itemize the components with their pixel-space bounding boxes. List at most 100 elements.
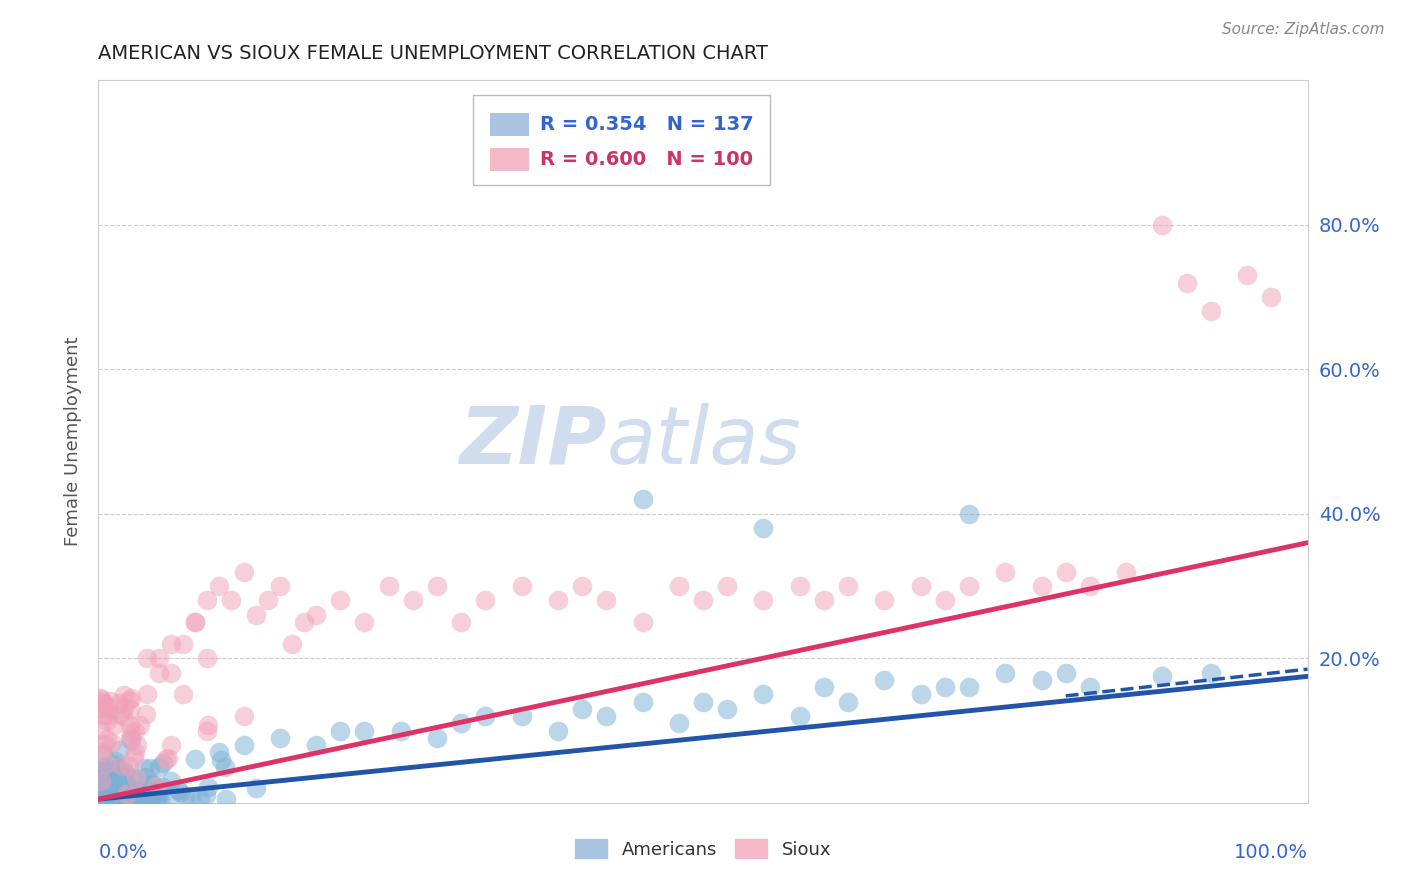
Point bbox=[174, 789, 197, 804]
Point bbox=[214, 760, 236, 774]
Point bbox=[98, 694, 121, 708]
Point bbox=[389, 723, 412, 738]
Point bbox=[1078, 680, 1101, 694]
Point bbox=[197, 718, 219, 732]
Point bbox=[89, 695, 111, 709]
Point bbox=[571, 579, 593, 593]
Text: AMERICAN VS SIOUX FEMALE UNEMPLOYMENT CORRELATION CHART: AMERICAN VS SIOUX FEMALE UNEMPLOYMENT CO… bbox=[98, 45, 769, 63]
Point bbox=[166, 783, 188, 797]
Point bbox=[752, 687, 775, 701]
Point bbox=[107, 762, 129, 776]
Point bbox=[112, 788, 135, 802]
Point bbox=[426, 731, 449, 745]
Point bbox=[135, 791, 157, 805]
Point bbox=[184, 615, 207, 630]
Point bbox=[105, 788, 128, 802]
Point bbox=[910, 687, 932, 701]
Point bbox=[595, 709, 617, 723]
Point bbox=[94, 789, 117, 804]
Point bbox=[934, 680, 956, 694]
Point bbox=[89, 784, 111, 798]
Point bbox=[145, 779, 167, 793]
Point bbox=[837, 579, 859, 593]
Point bbox=[377, 579, 399, 593]
Point bbox=[127, 738, 149, 752]
Text: 100.0%: 100.0% bbox=[1233, 843, 1308, 862]
Point bbox=[118, 717, 141, 731]
Point bbox=[329, 723, 352, 738]
Y-axis label: Female Unemployment: Female Unemployment bbox=[63, 337, 82, 546]
Point bbox=[101, 779, 124, 793]
Point bbox=[90, 794, 112, 808]
Point bbox=[98, 789, 121, 804]
Point bbox=[209, 753, 232, 767]
Point bbox=[1115, 565, 1137, 579]
Point bbox=[121, 771, 143, 785]
Point bbox=[90, 692, 112, 706]
Point bbox=[426, 579, 449, 593]
Point bbox=[100, 789, 122, 803]
Point bbox=[112, 790, 135, 805]
Point bbox=[752, 521, 775, 535]
Point bbox=[269, 579, 291, 593]
Point bbox=[232, 738, 254, 752]
Point bbox=[169, 784, 191, 798]
Point bbox=[668, 716, 690, 731]
Point bbox=[957, 507, 980, 521]
Point bbox=[115, 768, 138, 782]
Point bbox=[120, 731, 142, 745]
Point bbox=[1260, 290, 1282, 304]
Point bbox=[93, 696, 115, 710]
Point bbox=[90, 745, 112, 759]
Point bbox=[245, 781, 267, 796]
Point bbox=[281, 637, 304, 651]
Point bbox=[93, 760, 115, 774]
Point bbox=[668, 579, 690, 593]
Point bbox=[208, 745, 231, 759]
Point bbox=[94, 780, 117, 794]
Point bbox=[910, 579, 932, 593]
Point bbox=[96, 714, 118, 728]
Point bbox=[100, 783, 122, 797]
Point bbox=[94, 764, 117, 779]
Point bbox=[1152, 218, 1174, 232]
Point bbox=[121, 787, 143, 801]
Point bbox=[101, 790, 124, 805]
Point bbox=[115, 794, 138, 808]
Point bbox=[1031, 579, 1053, 593]
Point bbox=[117, 759, 139, 773]
Text: atlas: atlas bbox=[606, 402, 801, 481]
Point bbox=[214, 792, 236, 806]
Point bbox=[292, 615, 315, 630]
Point bbox=[129, 718, 152, 732]
Point bbox=[474, 709, 496, 723]
Point bbox=[1199, 304, 1222, 318]
Point bbox=[108, 762, 131, 776]
Point bbox=[100, 784, 122, 798]
Point bbox=[571, 702, 593, 716]
Point bbox=[93, 762, 115, 776]
Text: ZIP: ZIP bbox=[458, 402, 606, 481]
Point bbox=[129, 788, 152, 802]
Point bbox=[141, 778, 163, 792]
Point bbox=[125, 772, 148, 786]
Point bbox=[1031, 673, 1053, 687]
Point bbox=[631, 695, 654, 709]
Point bbox=[100, 771, 122, 785]
Point bbox=[108, 706, 131, 721]
Point bbox=[96, 732, 118, 747]
Point bbox=[195, 789, 218, 803]
Point bbox=[124, 782, 146, 797]
Point bbox=[101, 756, 124, 771]
Point bbox=[208, 579, 231, 593]
FancyBboxPatch shape bbox=[491, 148, 529, 171]
Point bbox=[232, 709, 254, 723]
Point bbox=[994, 665, 1017, 680]
Point bbox=[994, 565, 1017, 579]
Point bbox=[96, 771, 118, 785]
Point bbox=[94, 737, 117, 751]
Point bbox=[1054, 565, 1077, 579]
Point bbox=[180, 790, 202, 805]
Point bbox=[132, 780, 155, 794]
Point bbox=[152, 780, 174, 794]
